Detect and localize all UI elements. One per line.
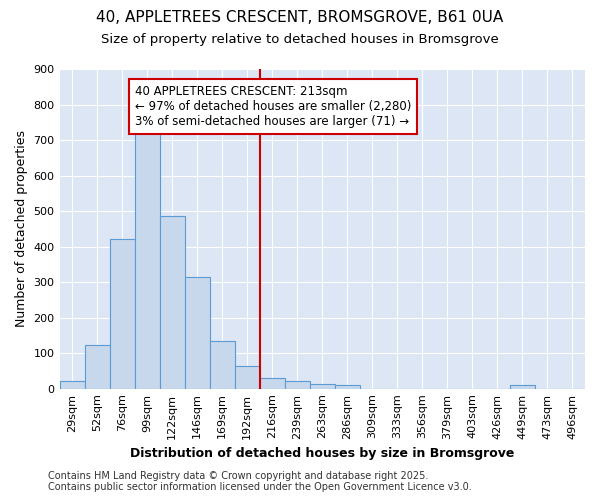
Text: 40, APPLETREES CRESCENT, BROMSGROVE, B61 0UA: 40, APPLETREES CRESCENT, BROMSGROVE, B61… — [97, 10, 503, 25]
Bar — [85, 346, 110, 389]
Bar — [59, 381, 85, 388]
Bar — [209, 342, 235, 388]
Bar — [235, 366, 260, 388]
Bar — [185, 277, 209, 388]
Bar — [160, 216, 185, 388]
Text: 40 APPLETREES CRESCENT: 213sqm
← 97% of detached houses are smaller (2,280)
3% o: 40 APPLETREES CRESCENT: 213sqm ← 97% of … — [134, 85, 411, 128]
Bar — [310, 384, 335, 388]
Bar — [285, 381, 310, 388]
Bar — [134, 125, 160, 388]
Text: Size of property relative to detached houses in Bromsgrove: Size of property relative to detached ho… — [101, 32, 499, 46]
Bar — [110, 239, 134, 388]
X-axis label: Distribution of detached houses by size in Bromsgrove: Distribution of detached houses by size … — [130, 447, 514, 460]
Bar — [335, 385, 360, 388]
Bar — [510, 385, 535, 388]
Bar — [260, 378, 285, 388]
Text: Contains HM Land Registry data © Crown copyright and database right 2025.
Contai: Contains HM Land Registry data © Crown c… — [48, 471, 472, 492]
Y-axis label: Number of detached properties: Number of detached properties — [15, 130, 28, 328]
